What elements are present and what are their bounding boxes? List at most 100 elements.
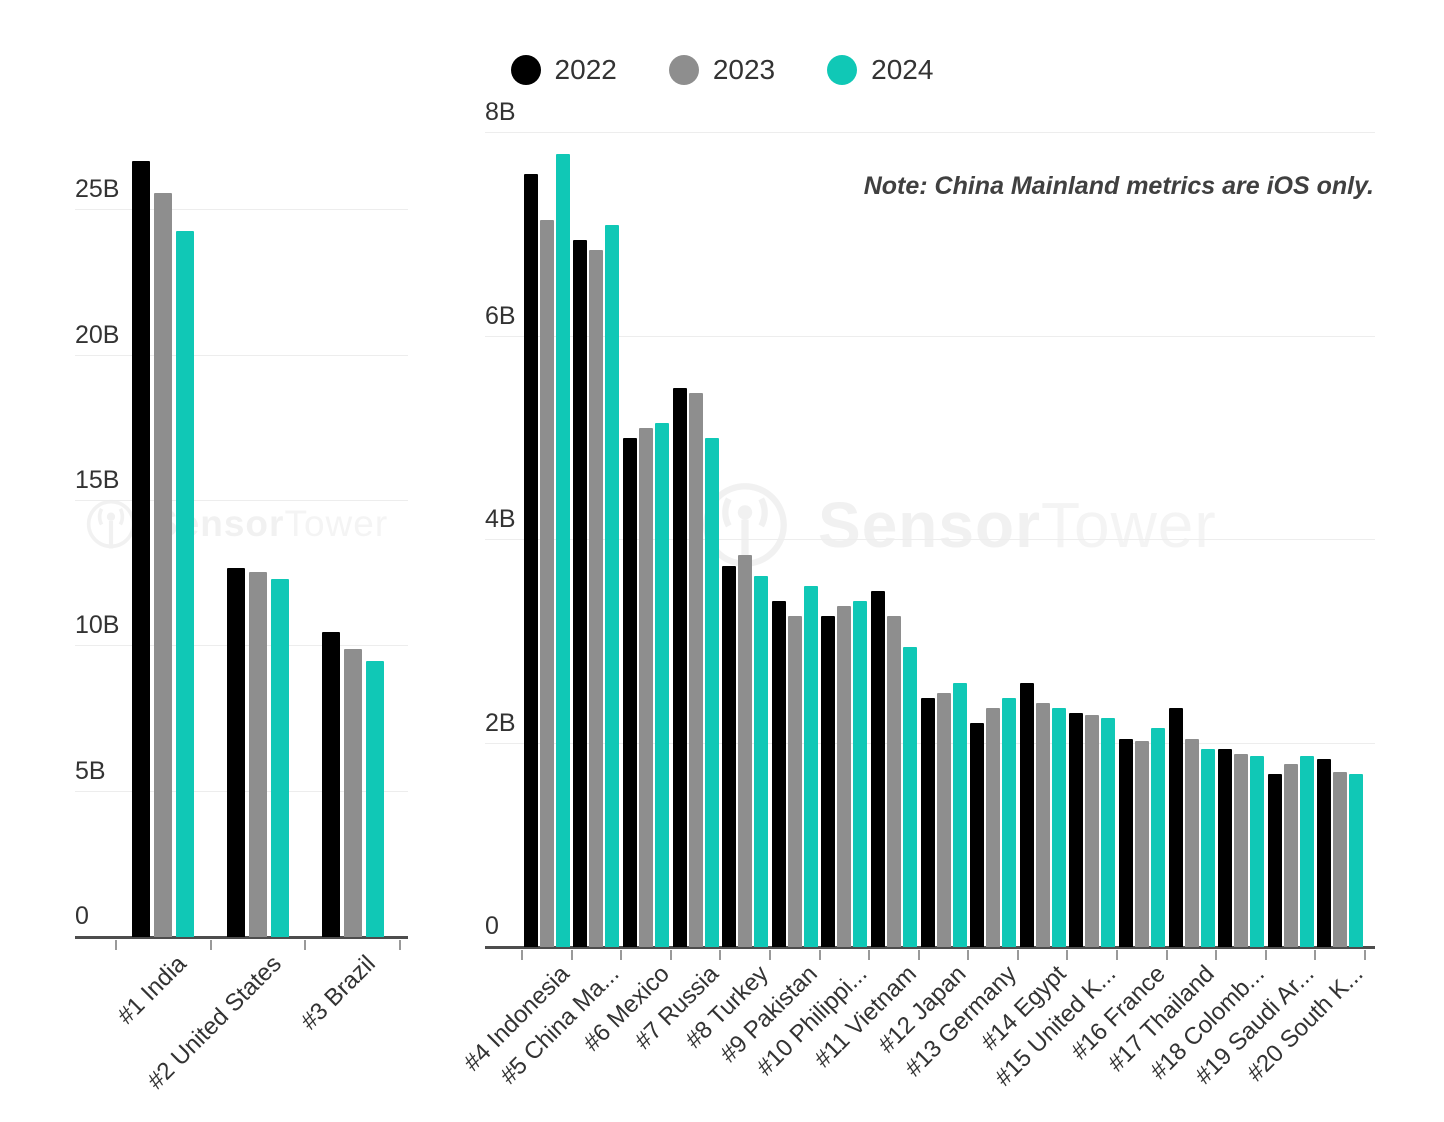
bar-2023-18-colomb[interactable] [1234,753,1249,947]
bar-group [770,585,820,947]
bar-2024-1-india[interactable] [176,230,195,937]
legend-label-2024: 2024 [871,54,934,85]
bar-2024-8-turkey[interactable] [754,575,769,947]
bar-2023-1-india[interactable] [154,192,173,937]
category-group-9-pakistan: #9 Pakistan [715,119,823,1068]
bar-2022-16-france[interactable] [1118,738,1133,947]
bar-2024-13-germany[interactable] [1002,697,1017,947]
bar-group [1117,728,1167,947]
legend-item-2024[interactable]: 2024 [827,54,933,86]
bar-2023-12-japan[interactable] [936,692,951,947]
x-axis-tick [1066,950,1069,960]
y-axis-tick-label: 25B [75,175,120,204]
bar-2022-13-germany[interactable] [970,723,985,947]
y-axis-tick-label: 0 [75,902,89,930]
bar-2022-18-colomb[interactable] [1218,748,1233,947]
bar-2022-11-vietnam[interactable] [870,591,885,947]
bar-group [968,697,1018,947]
bar-2022-15-united-k[interactable] [1069,713,1084,947]
watermark-brand-light: Tower [284,503,389,544]
bar-2022-17-thailand[interactable] [1168,708,1183,947]
x-axis-tick [304,940,307,950]
bar-2023-4-indonesia[interactable] [539,219,554,947]
bar-2022-9-pakistan[interactable] [771,601,786,947]
category-group-7-russia: #7 Russia [629,119,724,1055]
bar-2024-6-mexico[interactable] [654,423,669,947]
bar-2022-7-russia[interactable] [672,387,687,947]
x-axis-tick [1364,950,1366,960]
bar-2023-10-philippi[interactable] [837,606,852,947]
bar-2023-17-thailand[interactable] [1184,738,1199,947]
bar-2024-9-pakistan[interactable] [803,585,818,947]
legend-item-2023[interactable]: 2023 [668,54,775,86]
bar-2022-8-turkey[interactable] [722,565,737,947]
bar-2022-12-japan[interactable] [920,697,935,947]
bar-2022-14-egypt[interactable] [1019,682,1034,947]
x-axis-tick [1215,950,1218,960]
legend: 2022 2023 2024 [0,54,1444,86]
bar-groups-row: #1 India #2 United States #3 Brazil [112,120,400,1095]
bar-2024-14-egypt[interactable] [1051,708,1066,947]
bar-2024-16-france[interactable] [1150,728,1165,947]
bar-2022-10-philippi[interactable] [821,616,836,947]
bar-2024-12-japan[interactable] [952,682,967,947]
bar-2022-19-saudi-ar[interactable] [1267,774,1282,947]
bar-2023-6-mexico[interactable] [638,428,653,947]
bar-2024-3-brazil[interactable] [365,660,384,937]
bar-2024-2-united-states[interactable] [271,579,289,937]
category-group-14-egypt: #14 Egypt [976,119,1071,1056]
bar-2023-3-brazil[interactable] [343,649,362,937]
bar-2024-7-russia[interactable] [704,438,719,947]
category-group-13-germany: #13 Germany [900,119,1022,1082]
watermark-brand-bold: Sensor [153,503,285,544]
bar-2024-20-south-k[interactable] [1349,774,1364,947]
bar-2023-13-germany[interactable] [986,708,1001,947]
category-group-3-brazil: #3 Brazil [296,120,400,1035]
x-axis-tick [917,950,920,960]
x-axis-tick [209,940,212,950]
bar-2024-19-saudi-ar[interactable] [1299,755,1314,947]
bar-2022-20-south-k[interactable] [1317,758,1332,947]
bar-2022-6-mexico[interactable] [622,438,637,947]
bar-2023-16-france[interactable] [1134,740,1149,947]
watermark-brand-bold: Sensor [818,489,1041,561]
bar-2022-5-china-ma[interactable] [573,240,588,947]
category-group-1-india: #1 India [112,120,211,1030]
bar-2022-2-united-states[interactable] [227,567,245,937]
bar-2023-19-saudi-ar[interactable] [1283,763,1298,947]
bar-2024-18-colomb[interactable] [1250,755,1265,947]
gridline-8B [485,132,1375,134]
category-group-11-vietnam: #11 Vietnam [810,119,922,1073]
bar-2022-1-india[interactable] [132,160,151,937]
bar-2023-7-russia[interactable] [688,392,703,947]
bar-2023-9-pakistan[interactable] [787,616,802,947]
bar-2024-17-thailand[interactable] [1200,748,1215,947]
bar-2024-10-philippi[interactable] [853,601,868,947]
x-axis-tick [521,950,523,960]
bar-group [671,387,721,947]
bar-2022-3-brazil[interactable] [321,631,340,937]
bar-2023-2-united-states[interactable] [249,572,267,937]
gridline-20B [75,354,408,356]
bar-group [820,601,870,947]
legend-item-2022[interactable]: 2022 [510,54,617,86]
bar-group [1266,755,1316,947]
bar-group [1068,713,1118,947]
bar-2023-5-china-ma[interactable] [589,250,604,947]
gridline-15B [75,499,408,501]
category-group-2-united-states: #2 United States [142,120,306,1095]
category-group-10-philippi: #10 Philippi... [752,119,873,1081]
bar-2022-4-indonesia[interactable] [523,173,538,947]
bar-2023-15-united-k[interactable] [1085,715,1100,947]
bar-2023-8-turkey[interactable] [738,555,753,947]
bar-2024-4-indonesia[interactable] [555,153,570,947]
x-axis-tick [669,950,672,960]
bar-2023-14-egypt[interactable] [1035,702,1050,947]
bar-2024-5-china-ma[interactable] [605,224,620,947]
bar-2023-20-south-k[interactable] [1333,772,1348,947]
bar-2024-11-vietnam[interactable] [902,646,917,947]
bar-2024-15-united-k[interactable] [1101,718,1116,947]
category-group-6-mexico: #6 Mexico [578,119,674,1057]
bar-2023-11-vietnam[interactable] [886,616,901,947]
bar-group [869,591,919,947]
